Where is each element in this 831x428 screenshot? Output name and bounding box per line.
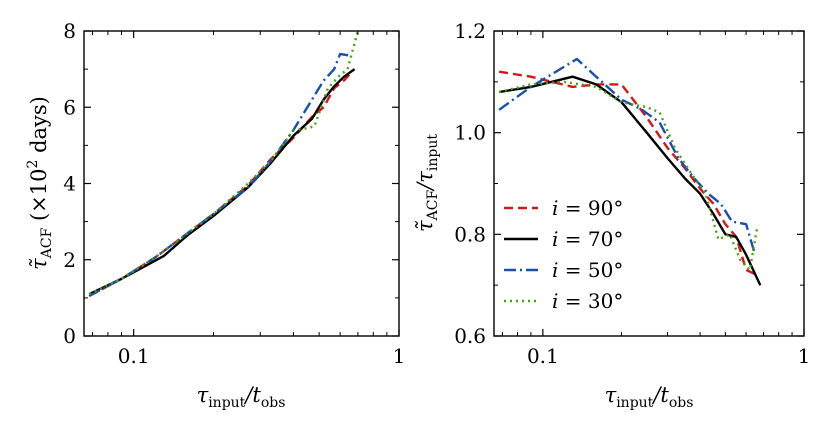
left-x-tick-label: 1 bbox=[393, 344, 406, 368]
legend-label-1: i = 70° bbox=[552, 227, 623, 251]
legend-label-3: i = 30° bbox=[552, 289, 623, 313]
right-y-label: τ̃ACF/τinput bbox=[413, 134, 441, 232]
left-x-label: τinput/tobs bbox=[197, 383, 286, 411]
left-x-tick-label: 0.1 bbox=[118, 344, 150, 368]
right-tick-labels: 0.1 1 0.6 0.8 1.0 1.2 bbox=[454, 19, 810, 368]
left-axes-frame bbox=[83, 30, 400, 337]
legend-label-2: i = 50° bbox=[552, 258, 623, 282]
right-panel: 0.1 1 0.6 0.8 1.0 1.2 τinput/tobs τ̃ACF/τinpu… bbox=[413, 19, 810, 411]
left-series-line-0 bbox=[88, 70, 354, 298]
left-series-lines bbox=[88, 31, 360, 298]
right-y-tick-label: 0.8 bbox=[454, 222, 486, 246]
right-series-lines bbox=[498, 57, 762, 286]
right-y-tick-label: 1.2 bbox=[454, 19, 486, 43]
right-ticks bbox=[494, 30, 805, 337]
left-y-tick-label: 8 bbox=[63, 19, 76, 43]
right-series-line-0 bbox=[498, 70, 758, 277]
legend-label-0: i = 90° bbox=[552, 196, 623, 220]
left-tick-labels: 0.1 1 0 2 4 6 8 bbox=[63, 19, 405, 368]
right-y-tick-label: 0.6 bbox=[454, 324, 486, 348]
left-y-tick-label: 4 bbox=[63, 172, 76, 196]
legend: i = 90° i = 70° i = 50° i = 30° bbox=[504, 196, 623, 313]
left-y-label: τ̃ACF (×102 days) bbox=[25, 96, 55, 270]
right-x-label: τinput/tobs bbox=[605, 383, 694, 411]
left-y-tick-label: 2 bbox=[63, 248, 76, 272]
left-panel: 0.1 1 0 2 4 6 8 τinput/tobs τ̃ACF (×102 days) bbox=[25, 19, 405, 411]
left-series-line-2 bbox=[88, 52, 352, 298]
right-y-tick-label: 1.0 bbox=[454, 121, 486, 145]
right-series-line-2 bbox=[498, 57, 757, 256]
right-series-line-1 bbox=[498, 75, 762, 286]
left-y-tick-label: 6 bbox=[63, 95, 76, 119]
left-series-line-3 bbox=[88, 31, 360, 296]
right-axes-frame bbox=[493, 30, 805, 337]
left-y-tick-label: 0 bbox=[63, 324, 76, 348]
right-x-tick-label: 0.1 bbox=[527, 344, 559, 368]
left-ticks bbox=[84, 30, 400, 337]
left-series-line-1 bbox=[88, 68, 356, 296]
right-x-tick-label: 1 bbox=[798, 344, 811, 368]
